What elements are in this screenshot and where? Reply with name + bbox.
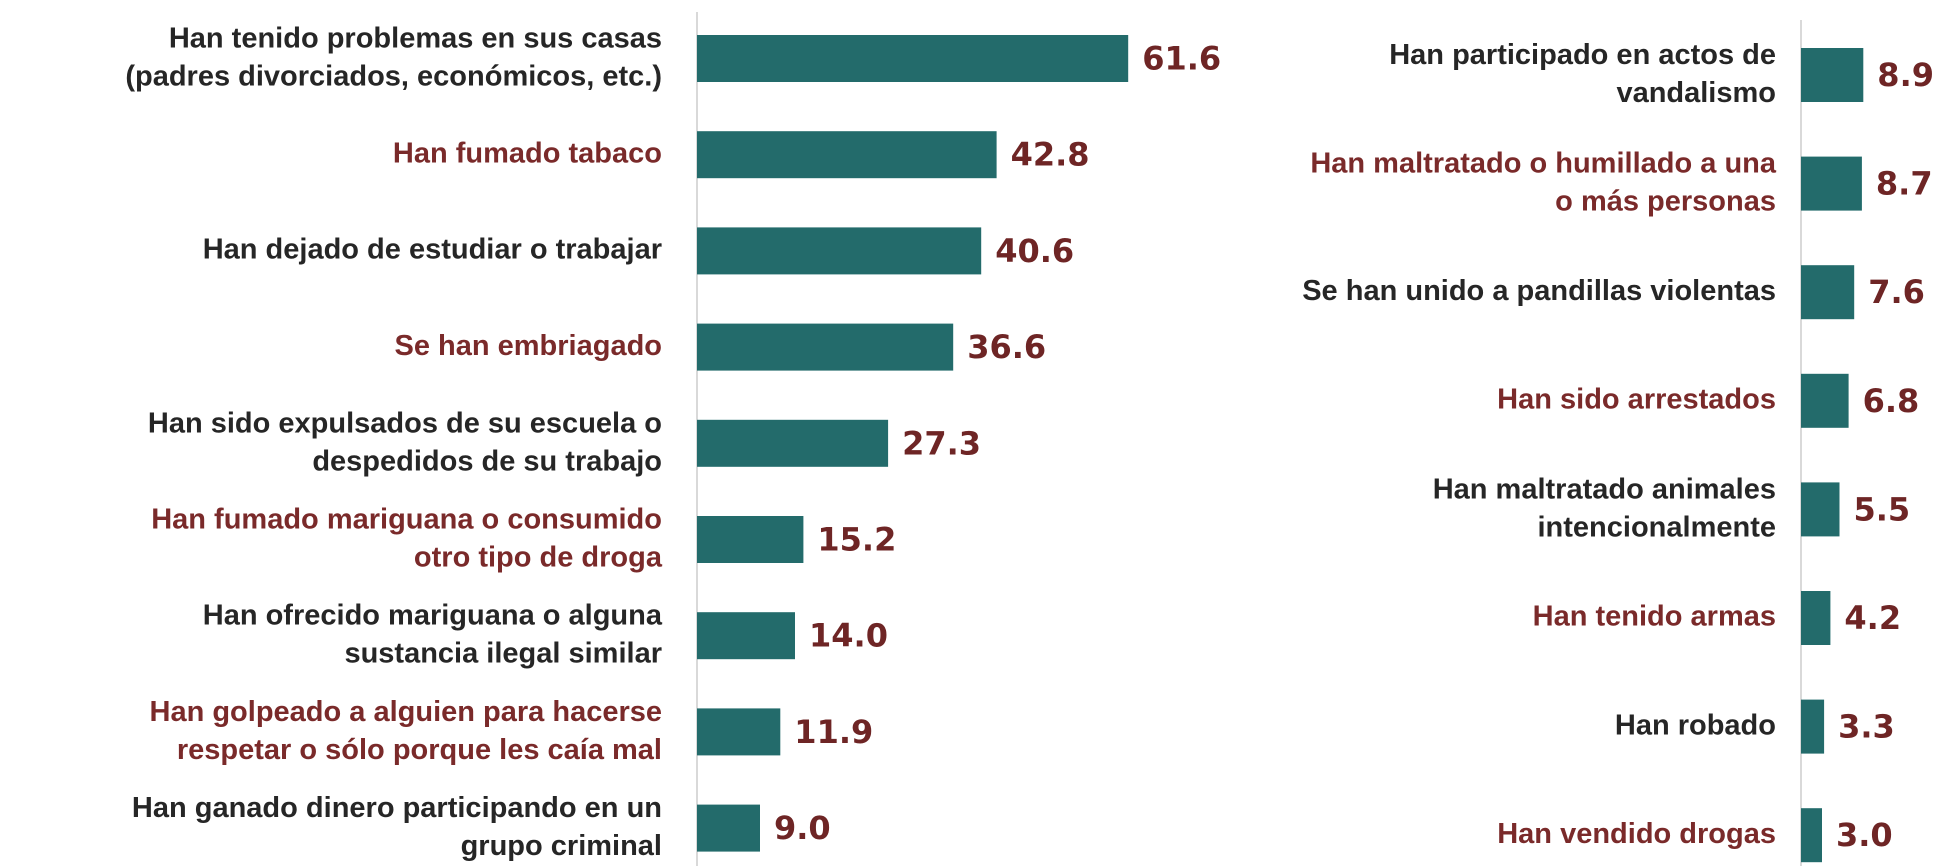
- value-label: 27.3: [902, 424, 981, 462]
- category-label: Han ganado dinero participando en un grup…: [132, 792, 662, 862]
- bar: [697, 227, 982, 275]
- bar: [1801, 591, 1831, 645]
- bar: [697, 612, 795, 660]
- bar: [697, 419, 889, 467]
- category-label: Han tenido problemas en sus casas (padres…: [125, 22, 662, 92]
- category-label: Han dejado de estudiar o trabajar: [203, 234, 662, 266]
- category-label: Han participado en actos de vandalismo: [1389, 39, 1776, 109]
- bar: [1801, 808, 1822, 863]
- value-label: 15.2: [817, 521, 896, 559]
- category-label: Han vendido drogas: [1497, 818, 1776, 850]
- value-label: 40.6: [995, 232, 1074, 270]
- value-label: 11.9: [794, 713, 873, 751]
- value-label: 3.3: [1838, 708, 1895, 746]
- category-label: Han sido expulsados de su escuela o despe…: [148, 407, 662, 477]
- bar: [697, 35, 1129, 82]
- category-label: Se han embriagado: [394, 330, 662, 362]
- value-label: 14.0: [809, 617, 888, 655]
- category-label: Han fumado mariguana o consumido otro tip…: [151, 503, 663, 573]
- bar: [1801, 156, 1862, 211]
- bar: [1801, 482, 1840, 537]
- bar: [697, 516, 804, 563]
- category-label: Han maltratado o humillado a una o más pe…: [1310, 147, 1777, 217]
- bar: [697, 708, 781, 756]
- bar: [697, 323, 954, 371]
- bar: [697, 804, 760, 852]
- value-label: 3.0: [1836, 816, 1893, 854]
- value-label: 6.8: [1863, 382, 1920, 420]
- category-label: Han maltratado animales intencionalmente: [1433, 473, 1776, 543]
- bar: [697, 131, 997, 179]
- bar: [1801, 373, 1849, 428]
- value-label: 8.9: [1877, 56, 1934, 94]
- value-label: 5.5: [1854, 490, 1911, 528]
- bar: [1801, 699, 1825, 754]
- value-label: 4.2: [1844, 599, 1901, 637]
- bar: [1801, 48, 1864, 102]
- value-label: 8.7: [1876, 165, 1933, 203]
- category-label: Han fumado tabaco: [393, 137, 662, 169]
- value-label: 36.6: [967, 328, 1046, 366]
- category-label: Han golpeado a alguien para hacerse respe…: [150, 696, 663, 766]
- value-label: 9.0: [774, 809, 831, 847]
- bar: [1801, 265, 1855, 320]
- value-label: 61.6: [1142, 40, 1221, 78]
- category-label: Han sido arrestados: [1497, 383, 1776, 415]
- value-label: 42.8: [1011, 136, 1090, 174]
- category-label: Han robado: [1615, 709, 1776, 741]
- category-label: Han tenido armas: [1533, 601, 1776, 633]
- category-label: Se han unido a pandillas violentas: [1302, 275, 1776, 307]
- value-label: 7.6: [1868, 273, 1925, 311]
- category-label: Han ofrecido mariguana o alguna sustancia…: [203, 599, 663, 669]
